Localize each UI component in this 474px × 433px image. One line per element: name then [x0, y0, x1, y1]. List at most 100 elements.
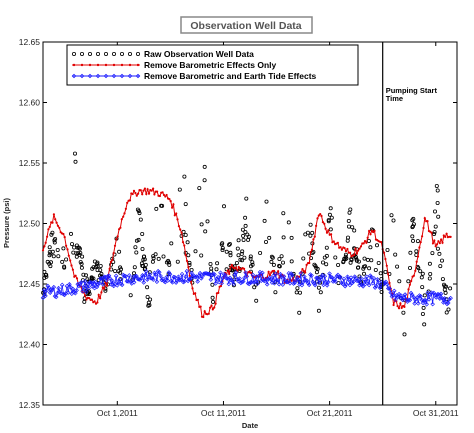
barometric-point	[445, 232, 448, 235]
raw-point	[270, 255, 275, 260]
raw-point	[84, 273, 89, 278]
y-tick-label: 12.50	[19, 219, 41, 229]
tide-point	[166, 270, 172, 275]
raw-point	[214, 267, 219, 272]
tide-point	[188, 276, 193, 282]
barometric-point	[408, 283, 411, 286]
barometric-point	[164, 195, 167, 198]
tide-point	[40, 295, 46, 301]
barometric-point	[203, 310, 206, 313]
tide-point	[360, 284, 366, 289]
raw-point	[224, 267, 229, 272]
barometric-point	[363, 240, 367, 243]
tide-point	[81, 284, 87, 290]
barometric-point	[123, 212, 126, 215]
raw-point	[432, 209, 437, 214]
tide-point	[231, 281, 236, 287]
raw-point	[383, 269, 388, 274]
tide-point	[345, 274, 350, 280]
tide-point	[137, 277, 143, 282]
raw-point	[161, 254, 166, 259]
raw-point	[136, 237, 141, 242]
tide-point	[340, 281, 346, 287]
tide-point	[178, 277, 184, 282]
raw-point	[286, 220, 291, 225]
tide-point	[252, 278, 258, 284]
tide-point	[426, 297, 432, 302]
tide-point	[402, 292, 408, 297]
tide-point	[291, 281, 296, 286]
pumping-start-label-line2: Time	[386, 94, 403, 103]
tide-point	[154, 279, 160, 285]
tide-point	[415, 301, 421, 306]
legend-item-barometric-tide: Remove Barometric and Earth Tide Effects	[144, 71, 317, 81]
raw-point	[267, 235, 272, 240]
tide-point	[320, 272, 325, 278]
barometric-point	[196, 298, 199, 301]
barometric-point	[437, 240, 440, 243]
raw-point	[243, 223, 248, 228]
x-tick-label: Oct 31,2011	[413, 408, 459, 418]
raw-point	[353, 255, 358, 260]
barometric-point	[108, 267, 111, 270]
raw-point	[411, 216, 416, 221]
barometric-point	[327, 229, 330, 232]
barometric-point	[270, 271, 273, 274]
tide-point	[237, 276, 242, 281]
barometric-point	[176, 218, 179, 221]
tide-point	[142, 272, 148, 278]
raw-point	[202, 164, 207, 169]
tide-point	[445, 300, 451, 306]
tide-point	[363, 281, 368, 287]
barometric-point	[343, 247, 346, 250]
raw-point	[134, 250, 139, 255]
tide-point	[46, 285, 52, 291]
barometric-point	[71, 268, 74, 271]
raw-point	[151, 256, 156, 261]
tide-point	[115, 283, 120, 288]
barometric-point	[344, 250, 348, 253]
raw-point	[446, 307, 451, 312]
tide-point	[377, 285, 383, 291]
raw-point	[143, 262, 148, 267]
tide-point	[183, 274, 188, 279]
barometric-point	[210, 304, 213, 307]
barometric-point	[369, 233, 372, 236]
tide-point	[234, 276, 240, 282]
barometric-point	[58, 226, 61, 229]
barometric-point	[67, 254, 70, 257]
tide-point	[317, 278, 323, 283]
raw-point	[271, 262, 276, 267]
raw-point	[443, 290, 448, 295]
chart-title-box	[180, 16, 313, 34]
raw-point	[44, 272, 49, 277]
tide-point	[209, 272, 215, 278]
tide-point	[124, 278, 130, 284]
y-tick-label: 12.35	[19, 400, 41, 410]
tide-point	[131, 279, 137, 285]
tide-point	[110, 278, 115, 284]
tide-point	[159, 277, 164, 283]
raw-point	[356, 265, 361, 270]
raw-point	[250, 262, 255, 267]
raw-point	[50, 230, 55, 235]
barometric-point	[320, 214, 323, 218]
raw-point	[95, 268, 100, 273]
legend-swatch-marker	[79, 73, 85, 79]
tide-point	[101, 274, 107, 280]
barometric-point	[137, 192, 140, 195]
tide-point	[436, 292, 441, 297]
tide-point	[127, 273, 132, 278]
barometric-point	[230, 263, 233, 267]
barometric-point	[354, 247, 357, 250]
barometric-point	[211, 308, 214, 311]
legend-swatch-marker	[95, 73, 101, 79]
barometric-point	[179, 228, 182, 231]
raw-point	[410, 225, 415, 230]
barometric-point	[188, 274, 191, 277]
tide-point	[68, 284, 73, 290]
barometric-point	[330, 233, 333, 236]
barometric-point	[101, 286, 104, 289]
raw-point	[183, 232, 188, 237]
raw-point	[374, 243, 379, 248]
